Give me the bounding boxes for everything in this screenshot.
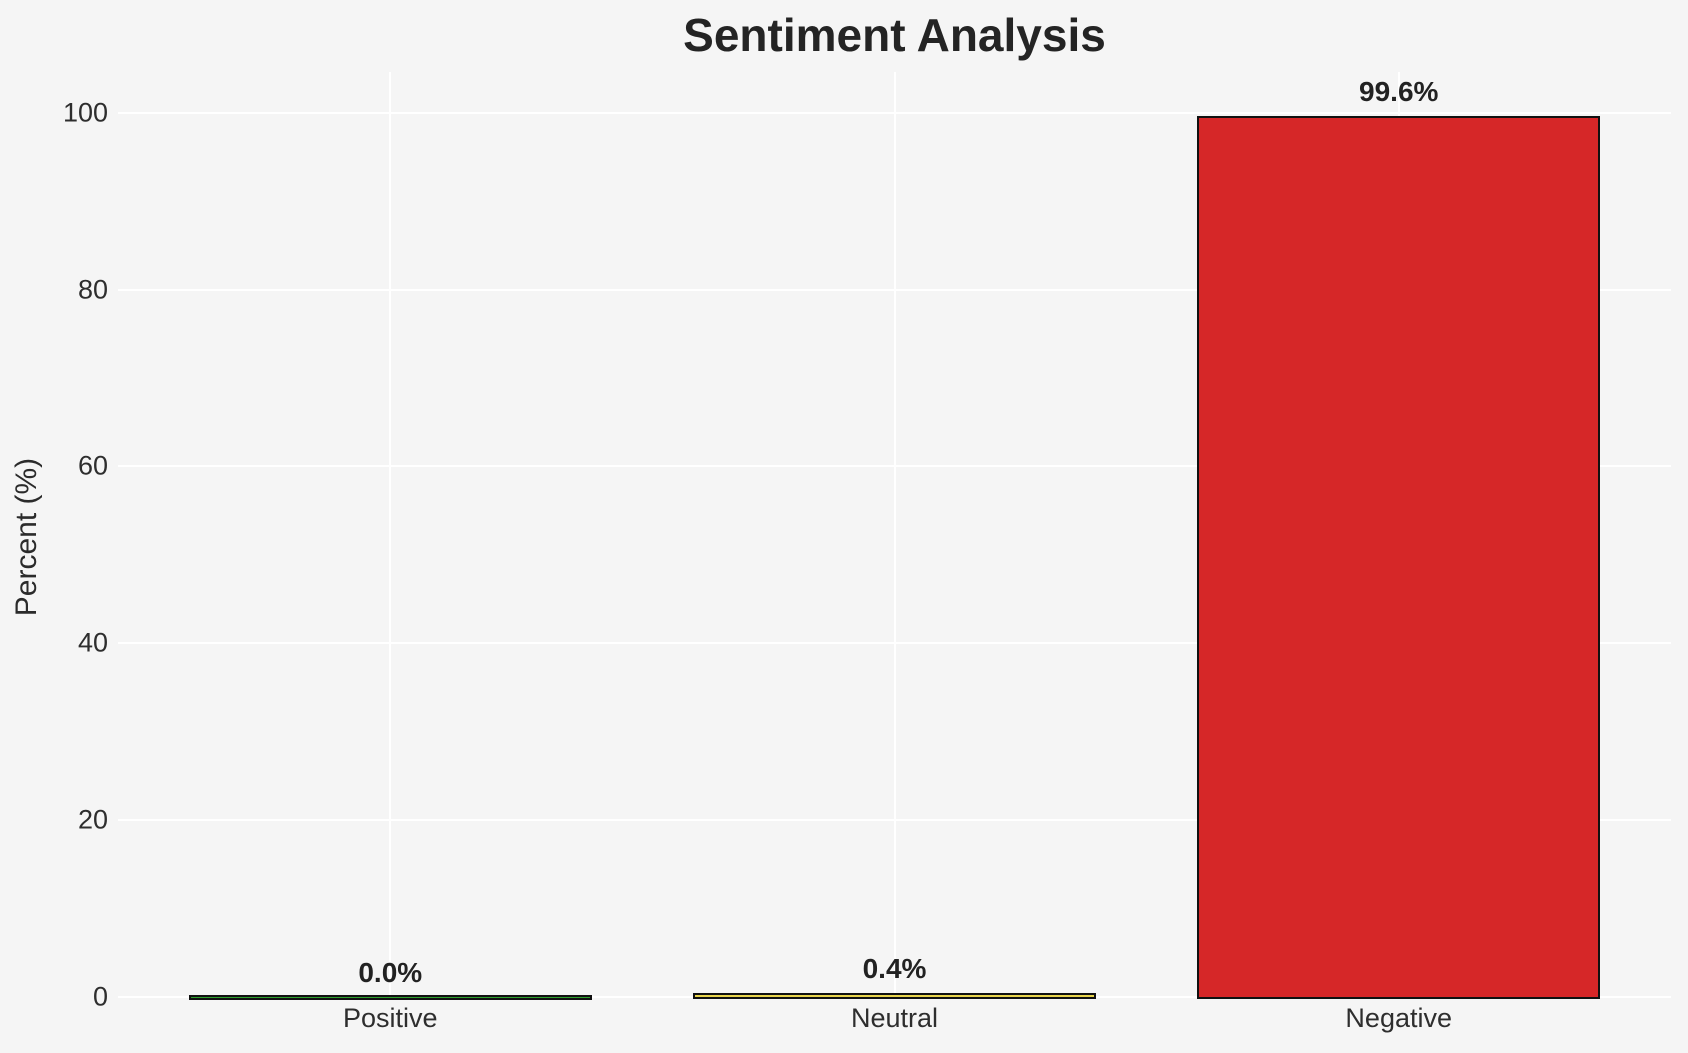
value-label-positive: 0.0%: [358, 956, 423, 988]
bar-negative: [1197, 116, 1601, 1000]
y-tick-label-60: 60: [77, 450, 108, 481]
y-tick-label-20: 20: [77, 804, 108, 835]
bar-positive: [188, 994, 592, 1000]
chart-title: Sentiment Analysis: [683, 9, 1106, 61]
x-gridline-neutral: [893, 72, 896, 997]
y-tick-label-100: 100: [62, 97, 108, 128]
value-label-negative: 99.6%: [1359, 75, 1439, 107]
y-tick-label-40: 40: [77, 627, 108, 658]
bar-neutral: [692, 993, 1097, 1000]
x-gridline-positive: [389, 72, 392, 997]
y-axis-label: Percent (%): [10, 457, 43, 617]
y-tick-label-80: 80: [77, 274, 108, 305]
y-tick-label-0: 0: [92, 981, 108, 1012]
value-label-neutral: 0.4%: [862, 952, 927, 984]
x-tick-label-neutral: Neutral: [850, 1003, 939, 1033]
x-tick-label-positive: Positive: [342, 1003, 438, 1033]
plot-area: [118, 72, 1671, 1000]
x-tick-label-negative: Negative: [1345, 1003, 1453, 1033]
